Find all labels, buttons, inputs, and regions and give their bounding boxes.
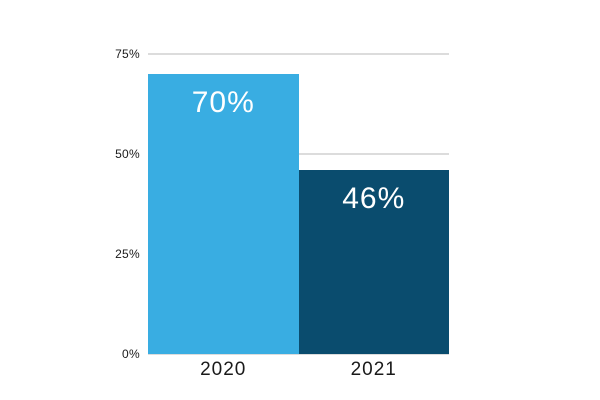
y-axis-tick-label: 50%: [115, 147, 140, 161]
x-axis-tick-label-2021: 2021: [350, 359, 397, 380]
bar-2020: 70%: [148, 74, 299, 354]
bar-value-label-2021: 46%: [342, 182, 406, 215]
y-axis-tick-label: 25%: [115, 247, 140, 261]
bar-value-label-2020: 70%: [191, 86, 255, 119]
gridline-50: [148, 153, 449, 155]
gridline-0: [148, 353, 449, 355]
gridline-75: [148, 53, 449, 55]
x-axis-tick-label-2020: 2020: [200, 359, 247, 380]
y-axis-tick-label: 75%: [115, 47, 140, 61]
bar-2021: 46%: [298, 170, 449, 354]
y-axis-tick-label: 0%: [122, 347, 140, 361]
